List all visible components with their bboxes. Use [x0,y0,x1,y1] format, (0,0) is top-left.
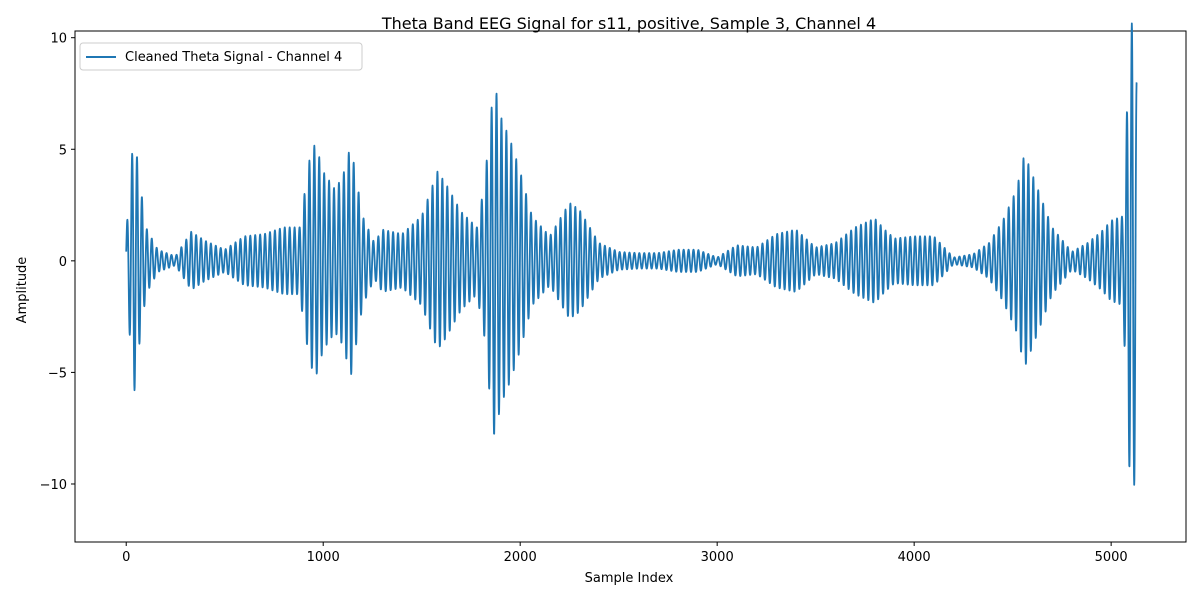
legend-label: Cleaned Theta Signal - Channel 4 [125,50,342,65]
legend-box [79,42,363,71]
series-line [125,22,1138,486]
y-axis-ticks: −10 −5 0 5 10 [40,32,75,493]
chart-title: Theta Band EEG Signal for s11, positive,… [381,14,876,33]
y-tick-label: 5 [59,143,67,158]
y-tick-label: 10 [50,32,67,47]
x-tick-label: 5000 [1095,550,1128,565]
y-tick-label: 0 [59,255,67,270]
x-axis-label: Sample Index [585,571,674,586]
y-axis-label: Amplitude [15,257,30,324]
series-layer [125,22,1138,486]
legend: Cleaned Theta Signal - Channel 4 [79,42,363,71]
x-axis-ticks: 0 1000 2000 3000 4000 5000 [122,542,1128,565]
y-tick-label: −10 [40,478,67,493]
x-tick-label: 0 [122,550,130,565]
plot-frame [74,30,1187,543]
x-tick-label: 3000 [701,550,734,565]
x-tick-label: 1000 [307,550,340,565]
x-tick-label: 2000 [504,550,537,565]
x-tick-label: 4000 [898,550,931,565]
y-tick-label: −5 [48,366,67,381]
